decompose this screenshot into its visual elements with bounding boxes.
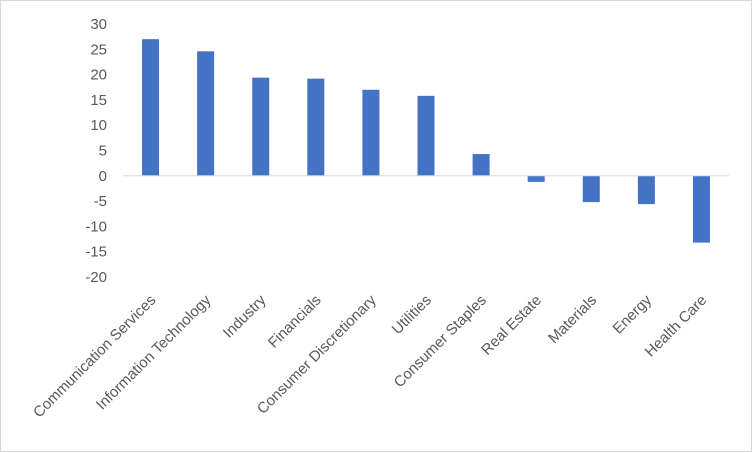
y-tick-label: -10 — [85, 218, 107, 235]
y-tick-label: -15 — [85, 244, 107, 261]
bar — [527, 175, 545, 182]
y-tick-label: 25 — [90, 41, 107, 58]
y-tick-label: -5 — [94, 193, 107, 210]
bar — [417, 95, 435, 176]
x-category-label: Consumer Staples — [391, 292, 490, 391]
y-tick-label: 30 — [90, 16, 107, 33]
y-tick-label: 0 — [99, 168, 107, 185]
x-category-label: Energy — [610, 291, 656, 337]
y-tick-label: 10 — [90, 117, 107, 134]
y-tick-label: 5 — [99, 143, 107, 160]
x-category-label: Real Estate — [478, 292, 545, 359]
bar — [142, 39, 160, 176]
y-tick-label: 20 — [90, 67, 107, 84]
bars — [142, 39, 710, 243]
y-tick-label: -20 — [85, 269, 107, 286]
y-axis-ticks: 30 25 20 15 10 5 0 -5 -10 -15 -20 — [85, 16, 107, 286]
bar — [637, 175, 655, 205]
x-category-label: Utilities — [389, 292, 435, 338]
bar — [472, 154, 490, 176]
bar — [252, 77, 270, 176]
y-tick-label: 15 — [90, 92, 107, 109]
x-category-label: Materials — [545, 292, 600, 347]
x-category-label: Industry — [220, 291, 270, 341]
x-category-label: Information Technology — [93, 291, 215, 413]
bar — [582, 175, 600, 203]
bar — [197, 51, 215, 176]
bar — [692, 175, 710, 243]
bar — [307, 78, 325, 176]
bar — [362, 89, 380, 176]
